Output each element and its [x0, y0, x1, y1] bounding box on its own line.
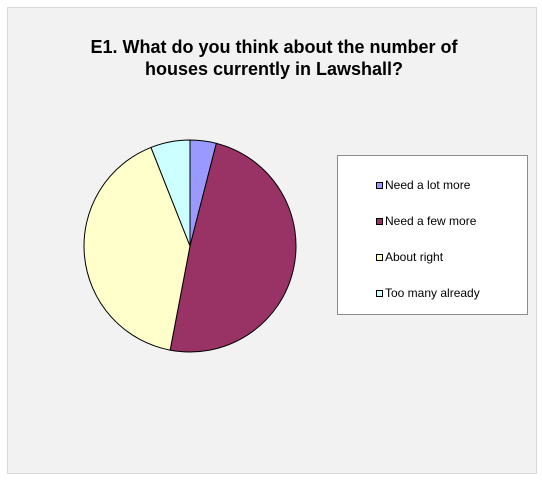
legend-label: About right: [385, 250, 444, 264]
legend-item-need-a-few-more: Need a few more: [376, 214, 476, 228]
pie-slice-about-right: [83, 146, 191, 351]
legend-item-need-a-lot-more: Need a lot more: [376, 178, 470, 192]
legend-swatch: [376, 181, 383, 189]
legend: Need a lot more Need a few more About ri…: [337, 155, 528, 315]
legend-swatch: [376, 289, 383, 297]
legend-label: Too many already: [385, 286, 480, 300]
chart-title: E1. What do you think about the number o…: [90, 37, 458, 79]
legend-label: Need a few more: [385, 214, 477, 228]
pie-slice-need-a-few-more: [169, 142, 297, 353]
legend-swatch: [376, 217, 383, 225]
chart-area: E1. What do you think about the number o…: [7, 7, 537, 474]
legend-item-too-many-already: Too many already: [376, 286, 480, 300]
pie-slice-too-many-already: [150, 139, 191, 247]
pie-chart: [83, 139, 297, 353]
legend-item-about-right: About right: [376, 250, 443, 264]
legend-label: Need a lot more: [385, 178, 471, 192]
legend-swatch: [376, 253, 383, 261]
